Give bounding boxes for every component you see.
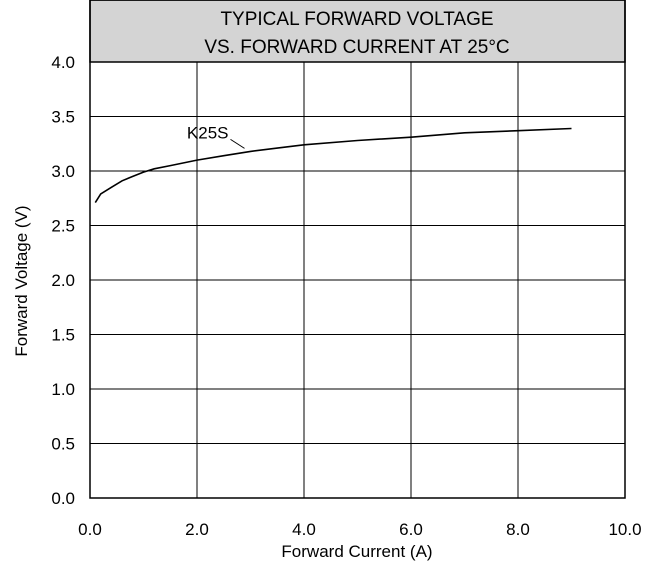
y-tick-label: 1.0: [51, 380, 75, 399]
plot-background: [90, 0, 625, 498]
chart-title-line-1: TYPICAL FORWARD VOLTAGE: [220, 9, 493, 30]
y-tick-label: 0.5: [51, 435, 75, 454]
x-tick-label: 0.0: [78, 520, 102, 539]
series-label: K25S: [187, 123, 229, 142]
y-tick-label: 1.5: [51, 326, 75, 345]
y-tick-label: 4.0: [51, 53, 75, 72]
y-axis-label: Forward Voltage (V): [12, 205, 31, 356]
x-tick-label: 2.0: [185, 520, 209, 539]
y-tick-label: 2.0: [51, 271, 75, 290]
y-tick-label: 2.5: [51, 217, 75, 236]
tick-labels: 0.0 2.0 4.0 6.0 8.0 10.0 0.0 0.5 1.0 1.5 2.0 2.5 3.0…: [51, 53, 641, 539]
chart-title-line-2: VS. FORWARD CURRENT AT 25°C: [204, 37, 509, 58]
y-tick-label: 3.0: [51, 162, 75, 181]
x-tick-label: 8.0: [506, 520, 530, 539]
y-tick-label: 3.5: [51, 108, 75, 127]
x-tick-label: 4.0: [292, 520, 316, 539]
x-tick-label: 6.0: [399, 520, 423, 539]
series-label-leader: [230, 138, 245, 149]
x-axis-label: Forward Current (A): [281, 542, 432, 561]
x-tick-label: 10.0: [608, 520, 641, 539]
grid: [90, 62, 625, 498]
y-tick-label: 0.0: [51, 489, 75, 508]
title-box: [89, 0, 626, 63]
series-layer: K25S: [94, 123, 572, 204]
series-line-k25s: [94, 127, 572, 204]
plot-frame: [89, 0, 626, 499]
